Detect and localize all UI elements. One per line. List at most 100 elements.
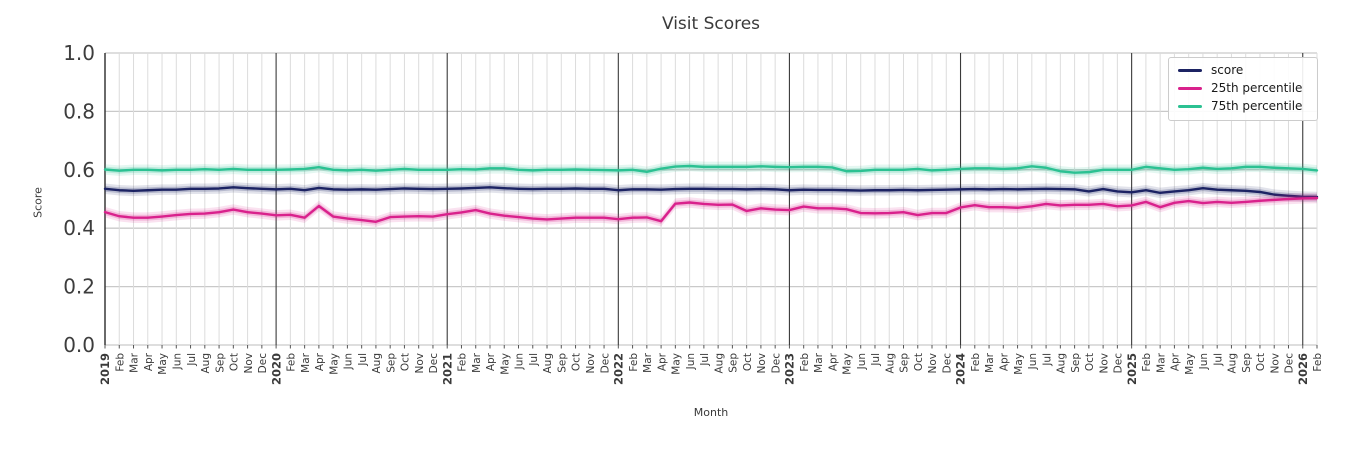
svg-text:Nov: Nov: [756, 353, 768, 374]
svg-text:Nov: Nov: [1098, 353, 1110, 374]
svg-text:Jun: Jun: [514, 353, 526, 370]
legend-label-25th-percentile: 25th percentile: [1211, 81, 1303, 96]
svg-text:May: May: [842, 353, 854, 375]
svg-text:Feb: Feb: [1312, 353, 1324, 372]
legend-item-25th-percentile: 25th percentile: [1178, 81, 1308, 96]
svg-text:Sep: Sep: [1070, 353, 1082, 373]
svg-text:Sep: Sep: [728, 353, 740, 373]
svg-text:2023: 2023: [783, 353, 797, 385]
svg-text:Aug: Aug: [200, 353, 212, 374]
svg-text:Dec: Dec: [770, 353, 782, 374]
svg-text:Jul: Jul: [357, 353, 369, 367]
svg-text:Feb: Feb: [114, 353, 126, 372]
svg-text:Aug: Aug: [713, 353, 725, 374]
svg-text:Oct: Oct: [571, 353, 583, 371]
svg-text:0.0: 0.0: [63, 333, 95, 357]
svg-text:Dec: Dec: [599, 353, 611, 374]
svg-text:Apr: Apr: [485, 352, 497, 371]
svg-text:Jul: Jul: [186, 353, 198, 367]
svg-text:Aug: Aug: [1056, 353, 1068, 374]
svg-text:Oct: Oct: [1084, 353, 1096, 371]
svg-text:Aug: Aug: [884, 353, 896, 374]
svg-text:Mar: Mar: [642, 352, 654, 372]
svg-text:Oct: Oct: [400, 353, 412, 371]
svg-text:Apr: Apr: [827, 352, 839, 371]
svg-text:0.2: 0.2: [63, 275, 95, 299]
svg-text:May: May: [671, 353, 683, 375]
svg-text:2025: 2025: [1125, 353, 1139, 385]
svg-text:Mar: Mar: [984, 352, 996, 372]
svg-text:Mar: Mar: [813, 352, 825, 372]
legend-swatch-75th-percentile: [1178, 105, 1202, 109]
svg-text:Jun: Jun: [1198, 353, 1210, 370]
svg-text:Dec: Dec: [941, 353, 953, 374]
svg-text:Feb: Feb: [457, 353, 469, 372]
svg-text:Jun: Jun: [856, 353, 868, 370]
svg-text:Dec: Dec: [1284, 353, 1296, 374]
chart-title: Visit Scores: [661, 14, 761, 34]
svg-text:2021: 2021: [440, 353, 454, 385]
svg-text:Apr: Apr: [314, 352, 326, 371]
svg-text:1.0: 1.0: [63, 41, 95, 65]
svg-text:Nov: Nov: [414, 353, 426, 374]
legend-item-score: score: [1178, 63, 1308, 77]
svg-text:Sep: Sep: [899, 353, 911, 373]
legend: score 25th percentile 75th percentile: [1168, 57, 1318, 121]
svg-text:Feb: Feb: [286, 353, 298, 372]
svg-text:Jul: Jul: [699, 353, 711, 367]
svg-text:Oct: Oct: [913, 353, 925, 371]
legend-label-score: score: [1211, 63, 1244, 77]
svg-text:2026: 2026: [1296, 353, 1310, 385]
svg-text:0.8: 0.8: [63, 99, 95, 123]
svg-text:Sep: Sep: [1241, 353, 1253, 373]
svg-text:2022: 2022: [612, 353, 626, 385]
svg-text:Dec: Dec: [428, 353, 440, 374]
svg-text:Aug: Aug: [371, 353, 383, 374]
svg-text:Feb: Feb: [970, 353, 982, 372]
svg-text:Sep: Sep: [556, 353, 568, 373]
svg-text:2020: 2020: [269, 353, 283, 385]
svg-text:Oct: Oct: [229, 353, 241, 371]
svg-text:Jul: Jul: [870, 353, 882, 367]
legend-swatch-score: [1178, 69, 1202, 73]
svg-text:0.6: 0.6: [63, 158, 95, 182]
svg-text:Apr: Apr: [656, 352, 668, 371]
svg-text:Apr: Apr: [143, 352, 155, 371]
svg-text:Nov: Nov: [1269, 353, 1281, 374]
svg-text:Sep: Sep: [214, 353, 226, 373]
svg-text:Feb: Feb: [799, 353, 811, 372]
svg-text:Dec: Dec: [257, 353, 269, 374]
svg-text:Oct: Oct: [742, 353, 754, 371]
svg-text:Nov: Nov: [243, 353, 255, 374]
svg-text:May: May: [157, 353, 169, 375]
svg-text:Oct: Oct: [1255, 353, 1267, 371]
svg-text:Dec: Dec: [1113, 353, 1125, 374]
svg-text:Jul: Jul: [1041, 353, 1053, 367]
svg-text:Apr: Apr: [1170, 352, 1182, 371]
svg-text:Mar: Mar: [471, 352, 483, 372]
svg-text:Aug: Aug: [1227, 353, 1239, 374]
svg-text:2024: 2024: [954, 353, 968, 385]
x-axis-label: Month: [693, 406, 729, 419]
legend-item-75th-percentile: 75th percentile: [1178, 100, 1308, 113]
svg-text:Feb: Feb: [628, 353, 640, 372]
svg-text:May: May: [1013, 353, 1025, 375]
svg-text:Mar: Mar: [129, 352, 141, 372]
svg-text:Mar: Mar: [1155, 352, 1167, 372]
svg-text:Nov: Nov: [585, 353, 597, 374]
svg-text:Nov: Nov: [927, 353, 939, 374]
svg-text:0.4: 0.4: [63, 216, 95, 240]
svg-text:Jul: Jul: [1212, 353, 1224, 367]
svg-text:Jun: Jun: [171, 353, 183, 370]
legend-label-75th-percentile: 75th percentile: [1211, 99, 1303, 114]
svg-text:May: May: [328, 353, 340, 375]
svg-text:Jun: Jun: [685, 353, 697, 370]
svg-text:2019: 2019: [98, 353, 112, 385]
svg-text:Jun: Jun: [343, 353, 355, 370]
legend-swatch-25th-percentile: [1178, 87, 1202, 91]
svg-text:Apr: Apr: [999, 352, 1011, 371]
svg-text:Mar: Mar: [300, 352, 312, 372]
svg-text:Jun: Jun: [1027, 353, 1039, 370]
